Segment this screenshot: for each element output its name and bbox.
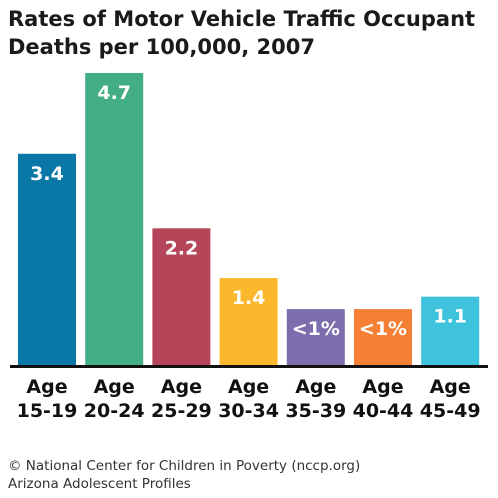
x-tick-label-2-line-2: 20-24 (84, 400, 145, 422)
bar-3 (152, 228, 211, 365)
data-label-7: 1.1 (433, 306, 467, 328)
chart-title: Rates of Motor Vehicle Traffic Occupant … (8, 5, 492, 61)
footer: © National Center for Children in Povert… (8, 457, 360, 493)
x-tick-label-3-line-1: Age (161, 376, 202, 398)
copyright-text: © National Center for Children in Povert… (8, 458, 361, 474)
chart-title-line-1: Rates of Motor Vehicle Traffic Occupant (8, 7, 476, 31)
chart-title-line-2: Deaths per 100,000, 2007 (8, 35, 315, 59)
bar-6 (354, 309, 412, 365)
x-tick-label-6-line-1: Age (362, 376, 403, 398)
x-tick-label-7-line-1: Age (430, 376, 471, 398)
x-tick-label-7-line-2: 45-49 (420, 400, 481, 422)
x-tick-label-1-line-2: 15-19 (17, 400, 78, 422)
x-tick-label-5-line-2: 35-39 (285, 400, 346, 422)
x-tick-label-3-line-2: 25-29 (151, 400, 212, 422)
x-tick-label-5-line-1: Age (295, 376, 336, 398)
x-tick-label-4-line-1: Age (228, 376, 269, 398)
bar-1 (18, 153, 76, 365)
data-label-4: 1.4 (232, 287, 266, 309)
data-label-3: 2.2 (165, 237, 199, 259)
data-label-1: 3.4 (30, 163, 64, 185)
x-tick-label-2-line-1: Age (94, 376, 135, 398)
source-text: Arizona Adolescent Profiles (8, 476, 191, 492)
x-tick-label-1-line-1: Age (26, 376, 67, 398)
bar-2 (85, 73, 144, 365)
x-tick-label-6-line-2: 40-44 (353, 400, 414, 422)
data-label-5: <1% (292, 318, 340, 340)
bar-4 (219, 278, 278, 365)
data-label-2: 4.7 (97, 82, 131, 104)
data-label-6: <1% (359, 318, 407, 340)
bar-5 (286, 309, 345, 365)
x-tick-label-4-line-2: 30-34 (218, 400, 279, 422)
bar-7 (421, 296, 480, 365)
